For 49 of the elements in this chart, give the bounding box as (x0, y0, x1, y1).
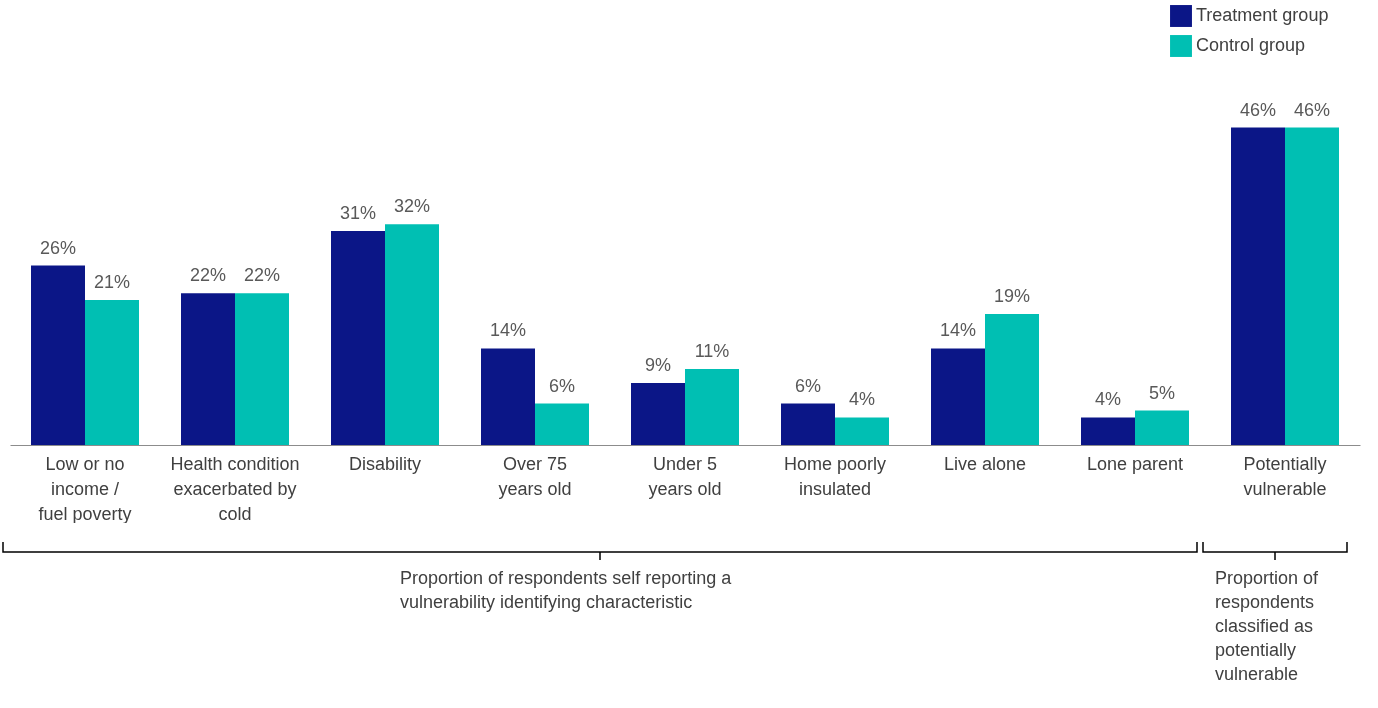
data-label: 5% (1148, 382, 1176, 403)
data-label: 14% (489, 320, 527, 341)
x-tick-label: Home poorly insulated (783, 453, 887, 499)
data-label: 21% (93, 272, 131, 293)
x-tick-label: Low or no income / fuel poverty (38, 453, 132, 524)
bar (1285, 127, 1339, 445)
bar (631, 382, 685, 445)
data-label: 19% (993, 285, 1031, 306)
data-label: 4% (1094, 389, 1122, 410)
bar (385, 224, 439, 445)
bar (331, 231, 385, 445)
x-tick-label: Health condition exacerbated by cold (170, 453, 300, 524)
data-label: 22% (189, 265, 227, 286)
bar (931, 348, 985, 445)
text: Proportion of respondents self reporting a vulnerability identifying characteristic (400, 567, 733, 614)
data-label: 46% (1239, 99, 1277, 120)
text: Proportion of respondents classified as potentially vulnerable (1215, 567, 1320, 686)
x-tick-label: Disability (348, 453, 422, 474)
bar (685, 369, 739, 445)
bar (31, 265, 85, 445)
data-label: 9% (644, 354, 672, 375)
x-tick-label: Over 75 years old (498, 453, 572, 499)
data-label: 31% (339, 203, 377, 224)
data-label: 26% (39, 237, 77, 258)
bar (1081, 417, 1135, 445)
bar (85, 300, 139, 445)
legend-label: Control group (1196, 35, 1306, 55)
data-label: 14% (939, 320, 977, 341)
data-label: 22% (243, 265, 281, 286)
data-label: 6% (548, 375, 576, 396)
data-label: 11% (694, 341, 730, 362)
bar (835, 417, 889, 445)
x-tick-label: Lone parent (1086, 453, 1184, 474)
bar (1135, 410, 1189, 445)
legend-label: Treatment group (1196, 5, 1329, 25)
data-label: 32% (393, 196, 431, 217)
bar (781, 403, 835, 445)
data-label: 6% (794, 375, 822, 396)
data-label: 46% (1293, 99, 1331, 120)
x-tick-label: Live alone (943, 453, 1027, 474)
x-tick-label: Potentially vulnerable (1243, 453, 1327, 499)
data-label: 4% (848, 389, 876, 410)
bar (1231, 127, 1285, 445)
x-tick-label: Under 5 years old (648, 453, 722, 499)
bar (235, 293, 289, 445)
bar (181, 293, 235, 445)
bar (481, 348, 535, 445)
bar (985, 313, 1039, 445)
bar (535, 403, 589, 445)
